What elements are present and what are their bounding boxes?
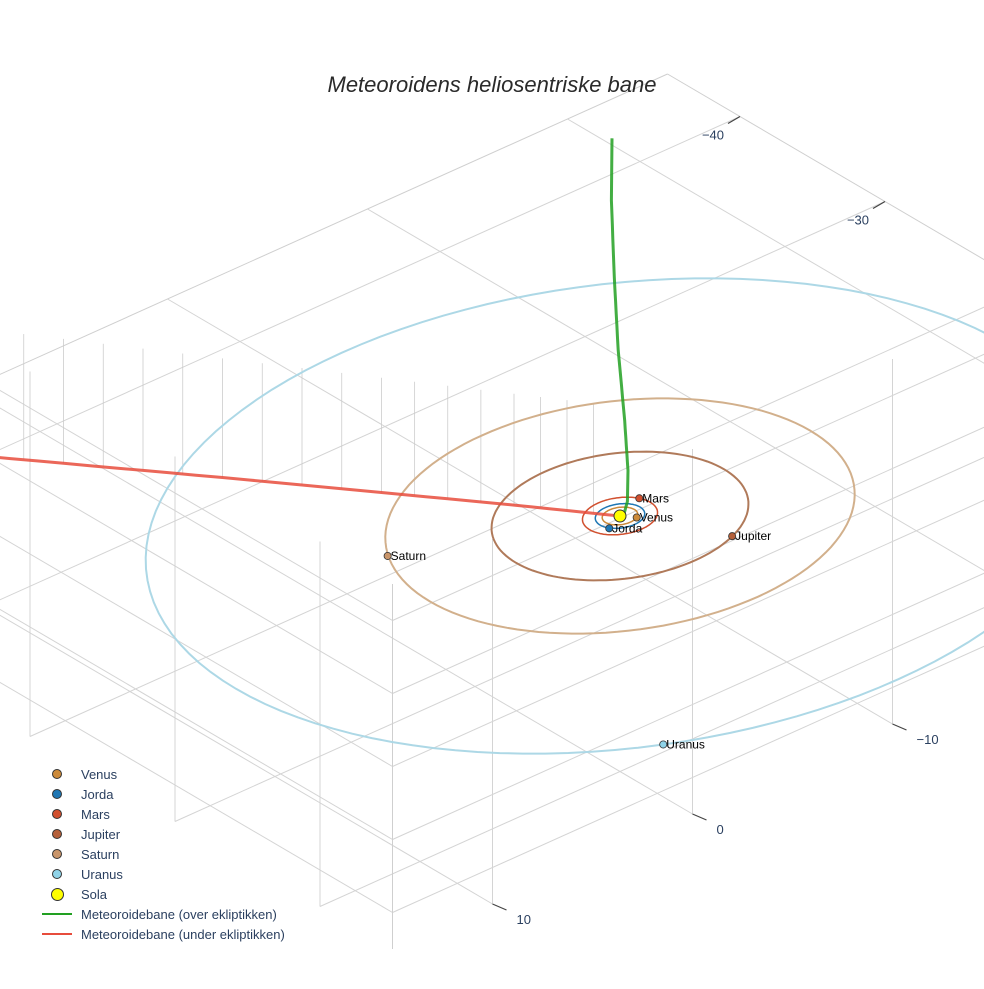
planet-label-jorda: Jorda (612, 521, 642, 535)
grid-line (175, 372, 984, 822)
legend-label: Jorda (81, 787, 114, 802)
y-tick-label: −10 (917, 732, 939, 747)
legend-marker (52, 849, 62, 859)
tick-mark (493, 904, 507, 910)
legend-item[interactable]: Sola (40, 884, 285, 904)
legend-label: Uranus (81, 867, 123, 882)
legend-marker (51, 888, 64, 901)
legend-item[interactable]: Mars (40, 804, 285, 824)
grid-line (393, 463, 984, 913)
trajectories (0, 138, 628, 516)
legend-item[interactable]: Meteoroidebane (under ekliptikken) (40, 924, 285, 944)
planet-label-venus: Venus (640, 511, 673, 525)
x-tick-label: −40 (702, 128, 724, 143)
planet-label-jupiter: Jupiter (735, 529, 771, 543)
tick-mark (893, 724, 907, 730)
grid-line (0, 342, 393, 767)
legend-swatch (40, 824, 74, 844)
legend: Venus Jorda Mars Jupiter Saturn Uranus Sola Met… (40, 764, 285, 944)
y-tick-label: 0 (717, 822, 724, 837)
planet-label-uranus: Uranus (666, 737, 705, 751)
grid-line (0, 269, 393, 694)
legend-item[interactable]: Uranus (40, 864, 285, 884)
planet-label-saturn: Saturn (391, 549, 426, 563)
legend-marker (52, 869, 62, 879)
legend-marker (52, 789, 62, 799)
legend-label: Venus (81, 767, 117, 782)
legend-label: Meteoroidebane (under ekliptikken) (81, 927, 285, 942)
legend-item[interactable]: Jorda (40, 784, 285, 804)
grid-line (368, 209, 984, 634)
legend-item[interactable]: Meteoroidebane (over ekliptikken) (40, 904, 285, 924)
legend-label: Meteoroidebane (over ekliptikken) (81, 907, 277, 922)
orbits (146, 278, 984, 753)
legend-swatch (40, 844, 74, 864)
sun-marker (614, 510, 626, 522)
tick-mark (873, 202, 885, 209)
drop-lines (0, 269, 594, 514)
legend-swatch (40, 884, 74, 904)
legend-marker (52, 769, 62, 779)
legend-marker (52, 809, 62, 819)
legend-item[interactable]: Venus (40, 764, 285, 784)
legend-label: Sola (81, 887, 107, 902)
legend-marker (52, 829, 62, 839)
legend-swatch (40, 924, 74, 944)
y-tick-label: 10 (517, 912, 531, 927)
trajectory-below-line (0, 413, 620, 516)
grid-line (0, 196, 393, 621)
trajectory-above-line (611, 138, 628, 516)
legend-swatch (40, 764, 74, 784)
legend-item[interactable]: Jupiter (40, 824, 285, 844)
chart-title: Meteoroidens heliosentriske bane (0, 72, 984, 98)
legend-label: Mars (81, 807, 110, 822)
orbit-uranus (146, 278, 984, 753)
planet-label-mars: Mars (642, 491, 669, 505)
grid-line (0, 389, 693, 814)
legend-label: Jupiter (81, 827, 120, 842)
grid-line (0, 202, 885, 652)
legend-swatch (40, 904, 74, 924)
legend-marker (42, 933, 72, 935)
legend-item[interactable]: Saturn (40, 844, 285, 864)
tick-mark (693, 814, 707, 820)
grid-line (393, 317, 984, 767)
legend-marker (42, 913, 72, 915)
legend-swatch (40, 804, 74, 824)
x-tick-label: −30 (847, 213, 869, 228)
grid-line (568, 119, 984, 544)
legend-swatch (40, 864, 74, 884)
grid-line (30, 287, 984, 737)
legend-label: Saturn (81, 847, 119, 862)
tick-mark (728, 117, 740, 124)
legend-swatch (40, 784, 74, 804)
